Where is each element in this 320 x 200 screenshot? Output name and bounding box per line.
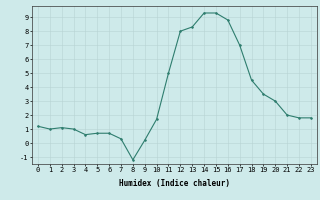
X-axis label: Humidex (Indice chaleur): Humidex (Indice chaleur) [119,179,230,188]
